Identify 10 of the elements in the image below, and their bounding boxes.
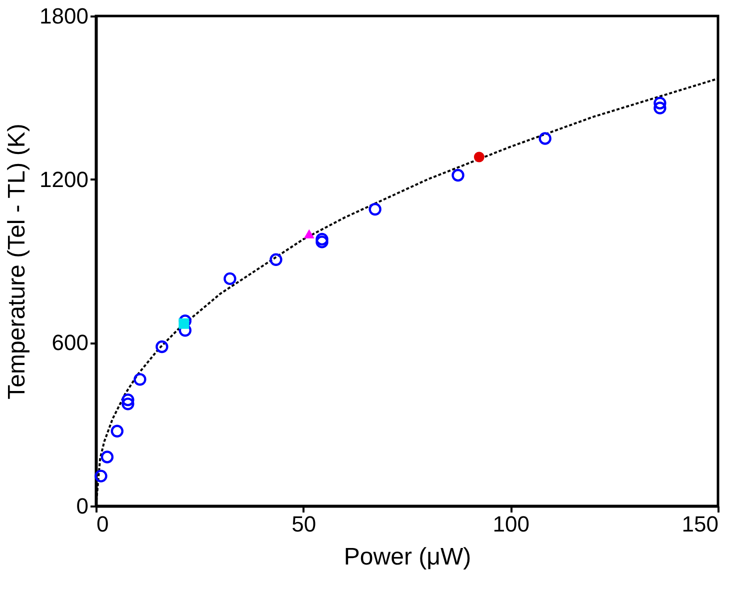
x-axis-title: Power (μW) xyxy=(344,544,472,570)
x-tick-label: 100 xyxy=(492,512,530,536)
y-tick-label: 1800 xyxy=(40,4,88,28)
y-tick-label: 600 xyxy=(52,330,88,356)
x-tick-label: 150 xyxy=(682,512,718,536)
y-tick-label: 0 xyxy=(76,494,88,518)
y-axis-title: Temperature (Tel - TL) (K) xyxy=(4,124,31,400)
y-tick-label: 1200 xyxy=(40,166,88,192)
x-tick-label: 0 xyxy=(96,512,109,536)
x-tick-label: 50 xyxy=(292,512,316,536)
